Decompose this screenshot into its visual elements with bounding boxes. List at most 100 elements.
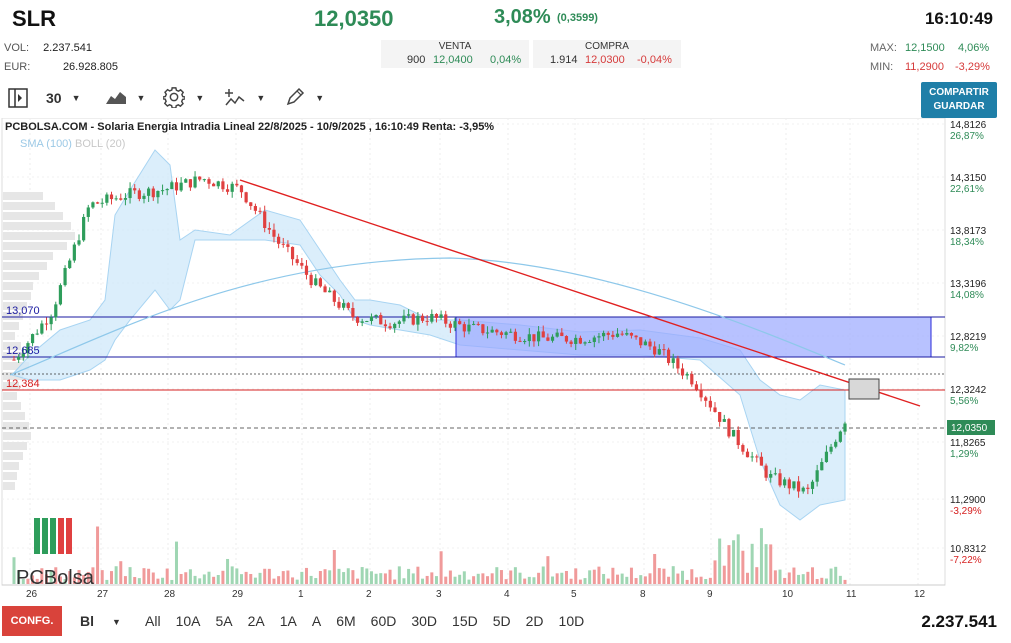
sidebar-toggle-icon[interactable] xyxy=(6,86,30,110)
volume-bar xyxy=(671,566,675,584)
volume-bar xyxy=(564,570,568,584)
range-2D[interactable]: 2D xyxy=(525,613,544,629)
settings-caret-icon[interactable]: ▼ xyxy=(195,93,205,103)
range-2A[interactable]: 2A xyxy=(247,613,265,629)
volume-bar xyxy=(184,572,188,584)
share-label: COMPARTIR xyxy=(929,87,989,98)
vol-value: 2.237.541 xyxy=(43,42,92,54)
range-10D[interactable]: 10D xyxy=(558,613,585,629)
marker-box xyxy=(848,378,880,400)
candle-body xyxy=(536,331,541,342)
volume-bar xyxy=(546,556,550,584)
volume-bar xyxy=(518,572,522,584)
volume-bar xyxy=(198,578,202,584)
volume-bar xyxy=(393,579,397,584)
volume-bar xyxy=(323,569,327,584)
range-5A[interactable]: 5A xyxy=(215,613,233,629)
volume-bar xyxy=(773,570,777,584)
interval-caret-icon[interactable]: ▼ xyxy=(71,93,81,103)
candle-body xyxy=(318,278,323,287)
candle-body xyxy=(407,314,411,316)
candle-body xyxy=(736,429,740,446)
volume-profile-bar xyxy=(3,352,25,360)
range-1A[interactable]: 1A xyxy=(279,613,297,629)
volume-bar xyxy=(54,567,58,584)
volume-bar xyxy=(509,570,513,584)
range-60D[interactable]: 60D xyxy=(370,613,397,629)
volume-bar xyxy=(304,567,308,584)
bi-select[interactable]: Bl xyxy=(80,613,94,629)
range-5D[interactable]: 5D xyxy=(492,613,511,629)
range-30D[interactable]: 30D xyxy=(411,613,438,629)
axis-price-5: 12,3242 xyxy=(950,385,987,396)
chart-type-icon[interactable] xyxy=(105,89,127,108)
volume-profile-bar xyxy=(3,412,25,420)
candle-body xyxy=(346,303,350,308)
volume-bar xyxy=(114,566,118,584)
volume-bar xyxy=(759,528,763,584)
range-15D[interactable]: 15D xyxy=(452,613,478,629)
candle-body xyxy=(216,181,220,187)
candle-body xyxy=(281,243,285,245)
candle-body xyxy=(704,397,708,401)
indicators-caret-icon[interactable]: ▼ xyxy=(256,93,266,103)
volume-bar xyxy=(12,557,16,584)
change-percent: 3,08% xyxy=(494,6,551,28)
bi-caret-icon[interactable]: ▼ xyxy=(112,617,121,627)
candle-body xyxy=(263,211,267,229)
compra-price: 12,0300 xyxy=(585,54,625,66)
candle-body xyxy=(453,321,457,328)
volume-bar xyxy=(17,570,21,584)
candle-body xyxy=(174,182,179,191)
volume-bar xyxy=(212,576,216,584)
candle-body xyxy=(198,176,202,180)
settings-gear-icon[interactable] xyxy=(162,86,187,111)
max-pct: 4,06% xyxy=(958,42,990,54)
axis-pct-0: 26,87% xyxy=(950,131,984,142)
volume-profile-bar xyxy=(3,452,23,460)
candle-body xyxy=(783,479,787,486)
range-10A[interactable]: 10A xyxy=(175,613,201,629)
candle-body xyxy=(355,317,360,323)
x-label-10: 10 xyxy=(782,589,794,600)
chart-type-caret-icon[interactable]: ▼ xyxy=(136,93,146,103)
range-6M[interactable]: 6M xyxy=(336,613,356,629)
share-save-button[interactable]: COMPARTIR GUARDAR xyxy=(921,82,997,118)
legend-boll[interactable]: BOLL (20) xyxy=(75,138,126,150)
interval-select[interactable]: 30 xyxy=(46,90,62,106)
volume-bar xyxy=(736,534,740,584)
candle-body xyxy=(26,343,30,354)
volume-bar xyxy=(778,569,782,584)
candle-body xyxy=(30,334,35,344)
candle-body xyxy=(708,400,712,408)
range-All[interactable]: All xyxy=(145,613,161,629)
volume-bar xyxy=(31,575,35,584)
candle-body xyxy=(806,487,810,489)
range-A[interactable]: A xyxy=(311,613,322,629)
drawing-caret-icon[interactable]: ▼ xyxy=(315,93,325,103)
volume-bar xyxy=(416,566,420,584)
volume-bar xyxy=(811,567,815,584)
volume-bar xyxy=(806,571,810,584)
indicators-icon[interactable] xyxy=(224,87,246,110)
volume-bar xyxy=(653,553,657,584)
candle-body xyxy=(267,228,271,230)
compra-qty: 1.914 xyxy=(550,54,578,66)
volume-bar xyxy=(434,576,438,584)
volume-bar xyxy=(829,568,833,584)
volume-bar xyxy=(44,574,48,584)
candle-body xyxy=(671,358,675,363)
drawing-pencil-icon[interactable] xyxy=(285,87,305,110)
legend-sma[interactable]: SMA (100) xyxy=(20,138,72,150)
chart-legend: SMA (100) BOLL (20) xyxy=(20,138,125,150)
axis-pct-1: 22,61% xyxy=(950,184,984,195)
candle-body xyxy=(365,321,369,323)
candle-body xyxy=(499,332,504,335)
config-button[interactable]: CONFG. xyxy=(2,606,62,636)
candle-body xyxy=(35,333,39,335)
volume-bar xyxy=(202,574,206,584)
volume-bar xyxy=(267,568,271,584)
candle-body xyxy=(662,349,666,351)
volume-bar xyxy=(82,575,86,584)
